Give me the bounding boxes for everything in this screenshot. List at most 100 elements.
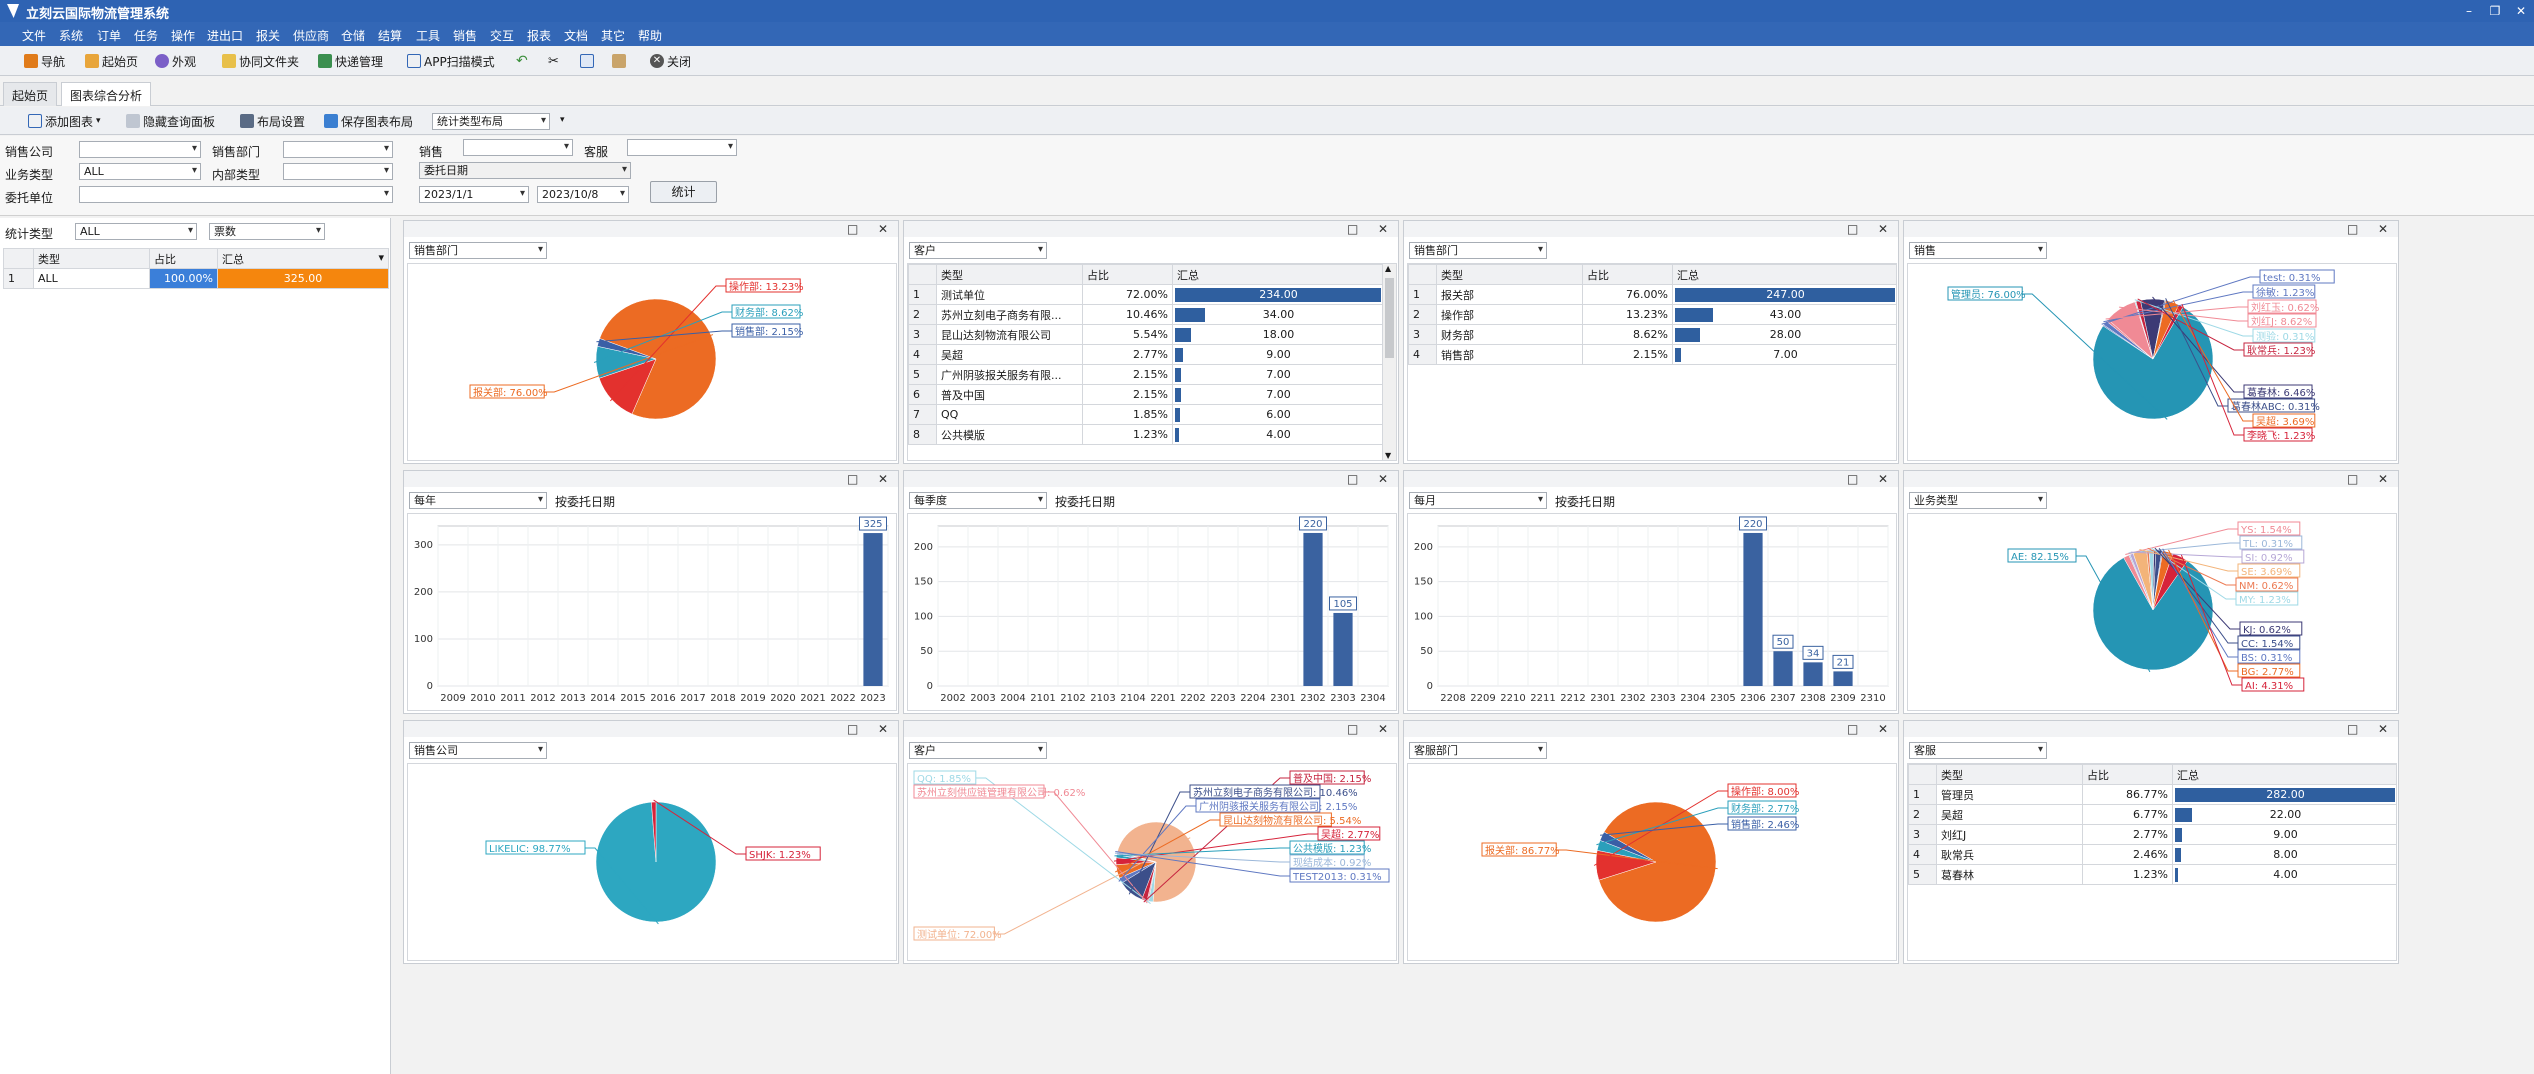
customer-service-select[interactable] <box>627 139 737 156</box>
minimize-icon[interactable]: – <box>2466 4 2472 18</box>
sales-select[interactable] <box>463 139 573 156</box>
nav-button[interactable]: 导航 <box>24 53 65 69</box>
maximize-icon[interactable]: □ <box>2347 472 2359 486</box>
table-row[interactable]: 7 QQ 1.85% 6.00 <box>908 404 1385 425</box>
close-panel-icon[interactable]: ✕ <box>2378 722 2389 736</box>
maximize-icon[interactable]: □ <box>847 472 859 486</box>
express-button[interactable]: 快递管理 <box>318 53 383 69</box>
group-by-select[interactable]: 每季度 <box>909 492 1047 509</box>
close-panel-icon[interactable]: ✕ <box>2378 222 2389 236</box>
hide-query-button[interactable]: 隐藏查询面板 <box>126 113 215 129</box>
column-header[interactable]: 占比 <box>2082 764 2173 785</box>
stat-button[interactable]: 统计 <box>650 181 717 203</box>
group-by-select[interactable]: 客户 <box>909 242 1047 259</box>
menu-help[interactable]: 帮助 <box>638 29 663 43</box>
group-by-select[interactable]: 每年 <box>409 492 547 509</box>
group-by-select[interactable]: 销售部门 <box>409 242 547 259</box>
close-panel-icon[interactable]: ✕ <box>1878 472 1889 486</box>
table-row[interactable]: 3 刘红J 2.77% 9.00 <box>1908 824 2396 845</box>
layout-settings-button[interactable]: 布局设置 <box>240 113 305 129</box>
vertical-scrollbar[interactable]: ▲ ▼ <box>1382 264 1396 460</box>
column-header[interactable]: 汇总 <box>1672 264 1896 285</box>
group-by-select[interactable]: 客户 <box>909 742 1047 759</box>
tab-chart-analysis[interactable]: 图表综合分析 <box>61 82 152 106</box>
menu-system[interactable]: 系统 <box>59 29 84 43</box>
menu-file[interactable]: 文件 <box>22 29 47 43</box>
group-by-select[interactable]: 销售 <box>1909 242 2047 259</box>
menu-tasks[interactable]: 任务 <box>134 29 159 43</box>
measure-select[interactable]: 票数 <box>209 223 325 240</box>
table-row[interactable]: 2 操作部 13.23% 43.00 <box>1408 304 1896 325</box>
table-row[interactable]: 1 管理员 86.77% 282.00 <box>1908 784 2396 805</box>
table-row[interactable]: 4 耿常兵 2.46% 8.00 <box>1908 844 2396 865</box>
menu-documents[interactable]: 文档 <box>564 29 589 43</box>
close-panel-icon[interactable]: ✕ <box>878 722 889 736</box>
add-chart-button[interactable]: 添加图表 ▾ <box>28 113 101 129</box>
menu-interaction[interactable]: 交互 <box>490 29 515 43</box>
home-button[interactable]: 起始页 <box>85 53 138 69</box>
sales-company-select[interactable] <box>79 141 201 158</box>
maximize-icon[interactable]: □ <box>1847 722 1859 736</box>
column-header[interactable]: 占比 <box>1582 264 1673 285</box>
scrollbar-thumb[interactable] <box>1385 278 1394 358</box>
close-panel-icon[interactable]: ✕ <box>878 472 889 486</box>
group-by-select[interactable]: 销售部门 <box>1409 242 1547 259</box>
table-row[interactable]: 1 ALL 100.00% 325.00 <box>3 268 389 289</box>
save-layout-button[interactable]: 保存图表布局 <box>324 113 413 129</box>
table-row[interactable]: 2 吴超 6.77% 22.00 <box>1908 804 2396 825</box>
pie-slice[interactable] <box>597 338 657 360</box>
maximize-icon[interactable]: □ <box>847 722 859 736</box>
column-header[interactable]: 类型 <box>936 264 1083 285</box>
group-by-select[interactable]: 客服部门 <box>1409 742 1547 759</box>
tab-home[interactable]: 起始页 <box>3 82 58 106</box>
close-panel-icon[interactable]: ✕ <box>1378 222 1389 236</box>
bar[interactable] <box>1803 662 1823 686</box>
table-row[interactable]: 5 广州阴骇报关服务有限... 2.15% 7.00 <box>908 364 1385 385</box>
scroll-down-icon[interactable]: ▼ <box>1385 451 1392 460</box>
table-row[interactable]: 4 销售部 2.15% 7.00 <box>1408 344 1896 365</box>
cut-button[interactable]: ✂ <box>548 53 559 69</box>
menu-settlement[interactable]: 结算 <box>378 29 403 43</box>
column-header[interactable]: 占比 <box>149 248 218 269</box>
stat-type-select[interactable]: ALL <box>75 223 197 240</box>
maximize-icon[interactable]: □ <box>1347 222 1359 236</box>
close-panel-icon[interactable]: ✕ <box>1378 472 1389 486</box>
menu-customs[interactable]: 报关 <box>256 29 281 43</box>
pie-slice[interactable] <box>2092 557 2214 671</box>
undo-button[interactable]: ↶ <box>516 53 528 69</box>
business-type-select[interactable]: ALL <box>79 163 201 180</box>
app-scan-button[interactable]: APP扫描模式 <box>407 53 495 69</box>
restore-icon[interactable]: ❐ <box>2489 4 2501 18</box>
table-row[interactable]: 3 财务部 8.62% 28.00 <box>1408 324 1896 345</box>
date-to-field[interactable]: 2023/10/8 <box>537 186 629 203</box>
table-row[interactable]: 4 吴超 2.77% 9.00 <box>908 344 1385 365</box>
menu-other[interactable]: 其它 <box>601 29 626 43</box>
close-panel-icon[interactable]: ✕ <box>1878 722 1889 736</box>
bar[interactable] <box>1303 532 1323 686</box>
close-panel-icon[interactable]: ✕ <box>1878 222 1889 236</box>
appearance-button[interactable]: 外观 <box>155 53 196 69</box>
paste-button[interactable] <box>612 53 626 69</box>
client-unit-select[interactable] <box>79 186 393 203</box>
close-window-icon[interactable]: ✕ <box>2515 4 2527 18</box>
maximize-icon[interactable]: □ <box>1847 472 1859 486</box>
filter-icon[interactable]: ▾ <box>378 250 384 264</box>
toolbar-overflow-icon[interactable]: ▾ <box>560 115 565 125</box>
sales-dept-select[interactable] <box>283 141 393 158</box>
table-row[interactable]: 3 昆山达刻物流有限公司 5.54% 18.00 <box>908 324 1385 345</box>
menu-supplier[interactable]: 供应商 <box>293 29 330 43</box>
group-by-select[interactable]: 每月 <box>1409 492 1547 509</box>
column-header[interactable]: 类型 <box>1936 764 2083 785</box>
bar[interactable] <box>1773 651 1793 686</box>
table-row[interactable]: 6 普及中国 2.15% 7.00 <box>908 384 1385 405</box>
maximize-icon[interactable]: □ <box>1347 722 1359 736</box>
menu-orders[interactable]: 订单 <box>97 29 122 43</box>
group-by-select[interactable]: 客服 <box>1909 742 2047 759</box>
menu-warehouse[interactable]: 仓储 <box>341 29 366 43</box>
table-row[interactable]: 8 公共模版 1.23% 4.00 <box>908 424 1385 445</box>
layout-type-select[interactable]: 统计类型布局 <box>432 113 550 130</box>
menu-import-export[interactable]: 进出口 <box>207 29 244 43</box>
close-panel-icon[interactable]: ✕ <box>1378 722 1389 736</box>
bar[interactable] <box>863 533 883 686</box>
group-by-select[interactable]: 销售公司 <box>409 742 547 759</box>
